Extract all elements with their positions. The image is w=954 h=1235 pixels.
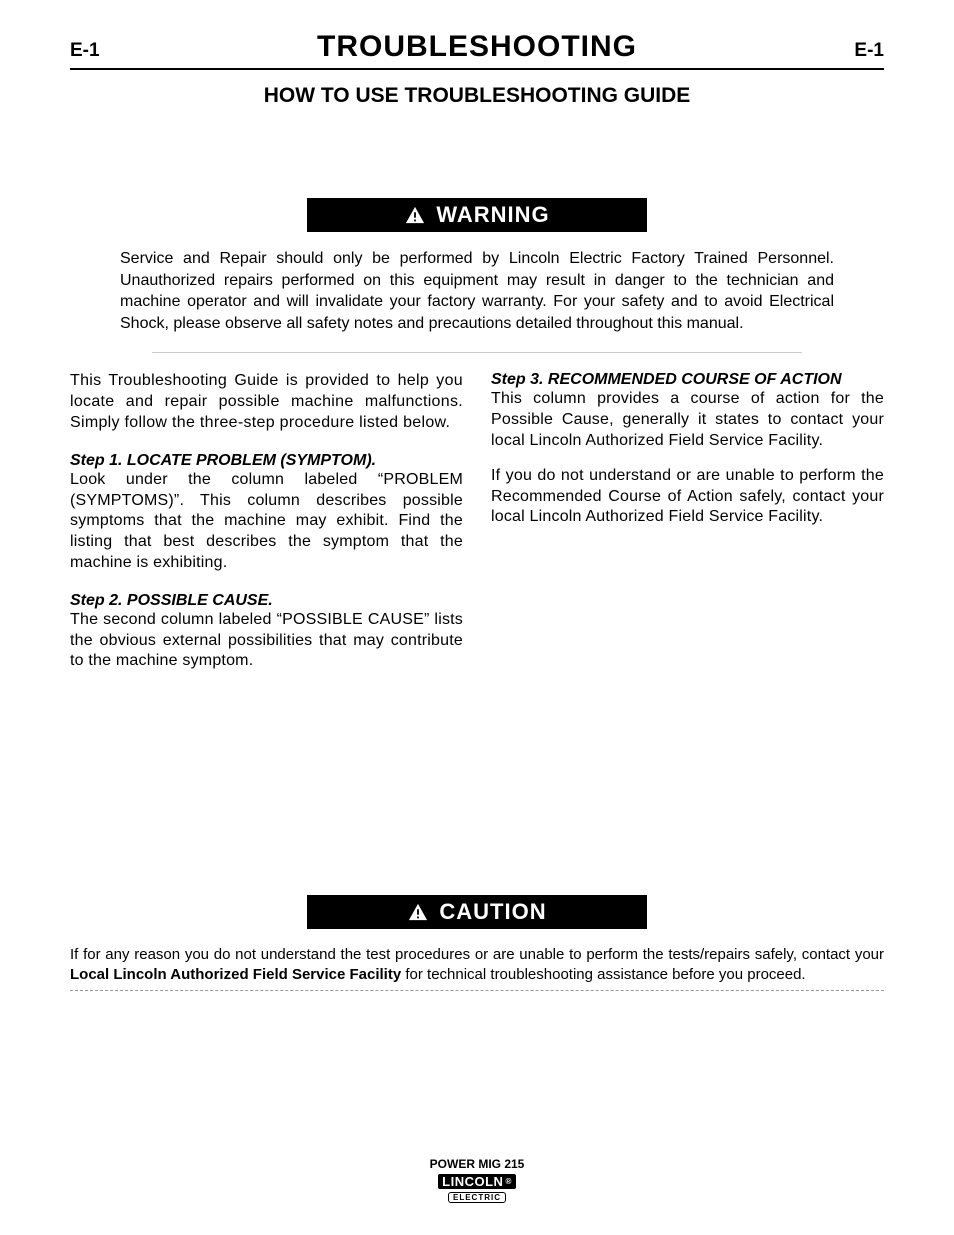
- logo-bottom-text: ELECTRIC: [448, 1192, 506, 1203]
- caution-icon: [407, 902, 429, 922]
- caution-banner-label: CAUTION: [439, 899, 546, 925]
- page-title: TROUBLESHOOTING: [317, 30, 637, 64]
- page-header: E-1 TROUBLESHOOTING E-1: [70, 30, 884, 70]
- page-code-left: E-1: [70, 40, 100, 62]
- divider: [152, 352, 802, 353]
- step3-body: This column provides a course of action …: [491, 389, 884, 451]
- warning-banner: WARNING: [307, 198, 647, 232]
- caution-section: CAUTION If for any reason you do not und…: [70, 895, 884, 991]
- logo-registered-icon: ®: [505, 1177, 511, 1186]
- left-column: This Troubleshooting Guide is provided t…: [70, 371, 463, 690]
- warning-body-text: Service and Repair should only be perfor…: [120, 248, 834, 334]
- caution-banner: CAUTION: [307, 895, 647, 929]
- step2-heading: Step 2. POSSIBLE CAUSE.: [70, 592, 463, 610]
- logo-brand: LINCOLN: [442, 1174, 503, 1189]
- caution-body: If for any reason you do not understand …: [70, 945, 884, 991]
- caution-text-bold: Local Lincoln Authorized Field Service F…: [70, 966, 401, 983]
- step3-heading: Step 3. RECOMMENDED COURSE OF ACTION: [491, 371, 884, 389]
- step1-body: Look under the column labeled “PROBLEM (…: [70, 470, 463, 574]
- caution-text-pre: If for any reason you do not understand …: [70, 946, 884, 963]
- warning-icon: [404, 205, 426, 225]
- page-subtitle: HOW TO USE TROUBLESHOOTING GUIDE: [70, 84, 884, 108]
- step1-heading: Step 1. LOCATE PROBLEM (SYMPTOM).: [70, 452, 463, 470]
- lincoln-logo: LINCOLN® ELECTRIC: [438, 1173, 516, 1203]
- step2-body: The second column labeled “POSSIBLE CAUS…: [70, 610, 463, 672]
- warning-banner-label: WARNING: [436, 202, 549, 228]
- page-code-right: E-1: [854, 40, 884, 62]
- logo-top-text: LINCOLN®: [438, 1174, 516, 1189]
- content-columns: This Troubleshooting Guide is provided t…: [70, 371, 884, 690]
- caution-text-post: for technical troubleshooting assistance…: [401, 966, 805, 983]
- intro-paragraph: This Troubleshooting Guide is provided t…: [70, 371, 463, 433]
- step3-para2: If you do not understand or are unable t…: [491, 466, 884, 528]
- footer-product-name: POWER MIG 215: [0, 1157, 954, 1171]
- right-column: Step 3. RECOMMENDED COURSE OF ACTION Thi…: [491, 371, 884, 690]
- page-footer: POWER MIG 215 LINCOLN® ELECTRIC: [0, 1157, 954, 1205]
